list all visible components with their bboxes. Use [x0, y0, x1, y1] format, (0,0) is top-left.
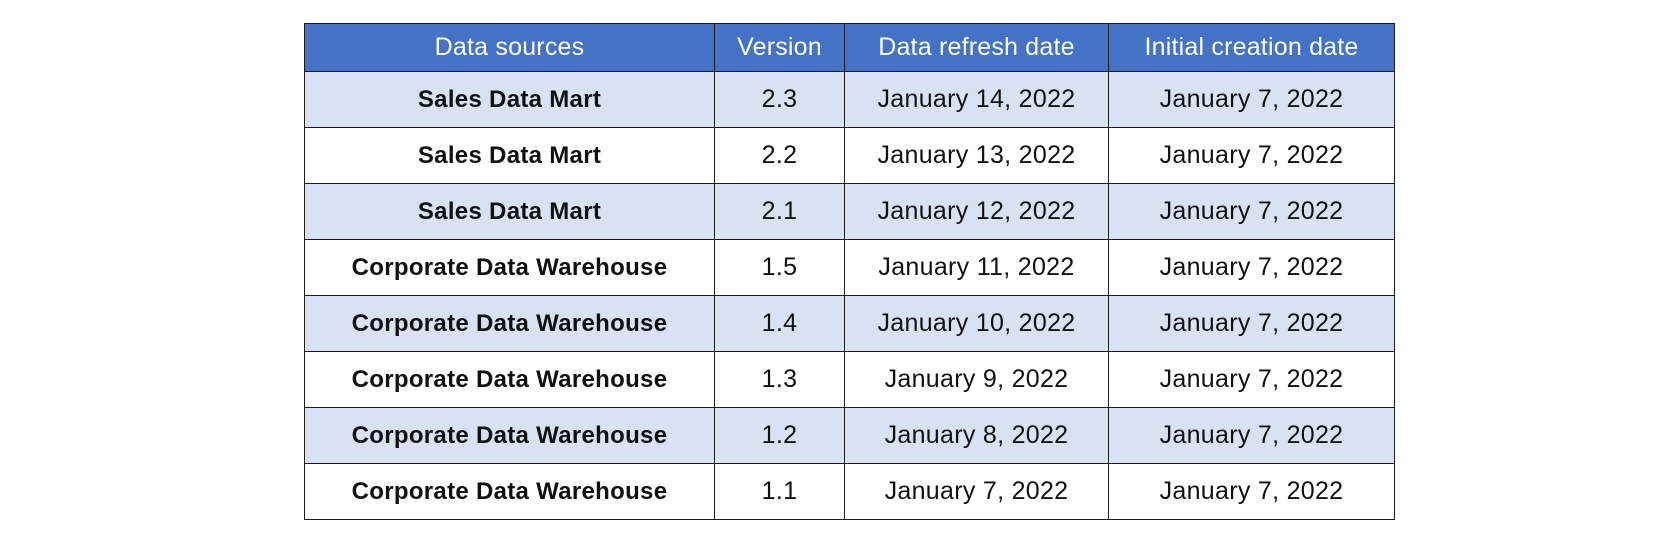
version-cell: 2.1 — [714, 183, 845, 240]
data-source-cell: Sales Data Mart — [304, 183, 715, 240]
creation-date-cell: January 7, 2022 — [1108, 239, 1395, 296]
refresh-date-cell: January 8, 2022 — [844, 407, 1109, 464]
creation-date-cell: January 7, 2022 — [1108, 183, 1395, 240]
version-cell: 1.3 — [714, 351, 845, 408]
refresh-date-cell: January 12, 2022 — [844, 183, 1109, 240]
table-row: Sales Data Mart 2.1 January 12, 2022 Jan… — [304, 183, 1395, 240]
creation-date-cell: January 7, 2022 — [1108, 295, 1395, 352]
data-source-cell: Corporate Data Warehouse — [304, 463, 715, 520]
data-source-cell: Sales Data Mart — [304, 127, 715, 184]
creation-date-cell: January 7, 2022 — [1108, 127, 1395, 184]
creation-date-cell: January 7, 2022 — [1108, 71, 1395, 128]
refresh-date-cell: January 11, 2022 — [844, 239, 1109, 296]
table-row: Corporate Data Warehouse 1.1 January 7, … — [304, 463, 1395, 520]
table-row: Corporate Data Warehouse 1.4 January 10,… — [304, 295, 1395, 352]
table-row: Corporate Data Warehouse 1.2 January 8, … — [304, 407, 1395, 464]
data-source-cell: Corporate Data Warehouse — [304, 407, 715, 464]
refresh-date-cell: January 10, 2022 — [844, 295, 1109, 352]
refresh-date-cell: January 7, 2022 — [844, 463, 1109, 520]
table-row: Sales Data Mart 2.3 January 14, 2022 Jan… — [304, 71, 1395, 128]
header-version: Version — [714, 23, 845, 72]
table-row: Corporate Data Warehouse 1.5 January 11,… — [304, 239, 1395, 296]
version-cell: 1.4 — [714, 295, 845, 352]
version-cell: 1.5 — [714, 239, 845, 296]
data-sources-table: Data sources Version Data refresh date I… — [304, 23, 1395, 520]
table-body: Sales Data Mart 2.3 January 14, 2022 Jan… — [304, 71, 1395, 520]
data-source-cell: Corporate Data Warehouse — [304, 295, 715, 352]
table-row: Sales Data Mart 2.2 January 13, 2022 Jan… — [304, 127, 1395, 184]
refresh-date-cell: January 14, 2022 — [844, 71, 1109, 128]
version-cell: 2.2 — [714, 127, 845, 184]
header-data-sources: Data sources — [304, 23, 715, 72]
version-cell: 1.2 — [714, 407, 845, 464]
data-source-cell: Corporate Data Warehouse — [304, 239, 715, 296]
data-sources-table-container: Data sources Version Data refresh date I… — [304, 23, 1395, 520]
version-cell: 2.3 — [714, 71, 845, 128]
header-initial-creation-date: Initial creation date — [1108, 23, 1395, 72]
creation-date-cell: January 7, 2022 — [1108, 351, 1395, 408]
data-source-cell: Sales Data Mart — [304, 71, 715, 128]
table-header: Data sources Version Data refresh date I… — [304, 23, 1395, 72]
version-cell: 1.1 — [714, 463, 845, 520]
header-data-refresh-date: Data refresh date — [844, 23, 1109, 72]
header-row: Data sources Version Data refresh date I… — [304, 23, 1395, 72]
table-row: Corporate Data Warehouse 1.3 January 9, … — [304, 351, 1395, 408]
refresh-date-cell: January 9, 2022 — [844, 351, 1109, 408]
creation-date-cell: January 7, 2022 — [1108, 407, 1395, 464]
refresh-date-cell: January 13, 2022 — [844, 127, 1109, 184]
data-source-cell: Corporate Data Warehouse — [304, 351, 715, 408]
creation-date-cell: January 7, 2022 — [1108, 463, 1395, 520]
